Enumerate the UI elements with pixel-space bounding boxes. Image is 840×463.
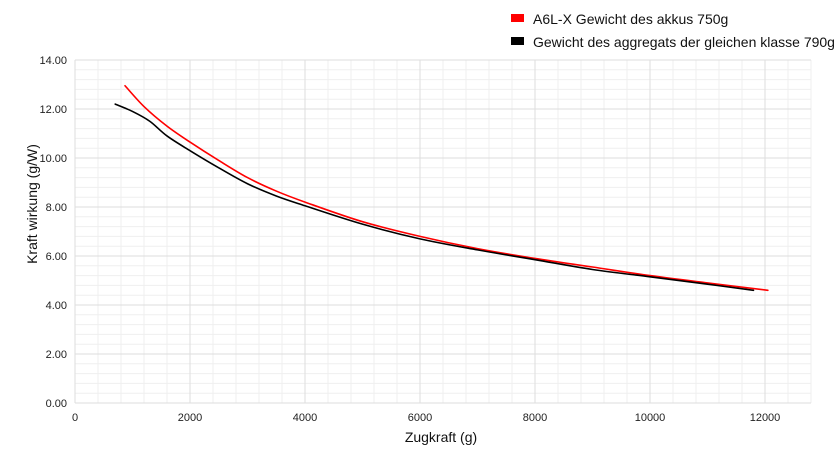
series-line-a6lx (124, 84, 769, 292)
y-tick-label: 12.00 (39, 104, 67, 116)
series-layer (114, 84, 769, 292)
legend-swatch-a6lx (511, 14, 524, 22)
x-tick-label: 12000 (750, 412, 781, 424)
x-axis-title: Zugkraft (g) (405, 429, 477, 445)
x-tick-label: 4000 (293, 412, 317, 424)
series-line-aggregat (114, 103, 755, 292)
y-tick-label: 10.00 (39, 153, 67, 165)
x-tick-label: 10000 (635, 412, 666, 424)
y-tick-label: 8.00 (46, 202, 67, 214)
legend-label-a6lx: A6L-X Gewicht des akkus 750g (533, 11, 728, 27)
axis-layer: 0 2000 4000 6000 8000 10000 12000 0.00 2.00 4.00 6… (39, 55, 780, 424)
y-tick-label: 4.00 (46, 300, 67, 312)
grid-layer (74, 59, 812, 404)
legend-label-aggregat: Gewicht des aggregats der gleichen klass… (533, 34, 835, 50)
x-tick-label: 8000 (523, 412, 547, 424)
y-tick-label: 2.00 (46, 349, 67, 361)
legend-swatch-aggregat (511, 37, 524, 45)
y-tick-label: 6.00 (46, 251, 67, 263)
y-tick-label: 14.00 (39, 55, 67, 67)
legend: A6L-X Gewicht des akkus 750g Gewicht des… (511, 11, 835, 50)
y-tick-label: 0.00 (46, 398, 67, 410)
x-tick-label: 0 (72, 412, 78, 424)
x-tick-label: 6000 (408, 412, 432, 424)
y-axis-title: Kraft wirkung (g/W) (24, 144, 40, 264)
x-tick-label: 2000 (178, 412, 202, 424)
